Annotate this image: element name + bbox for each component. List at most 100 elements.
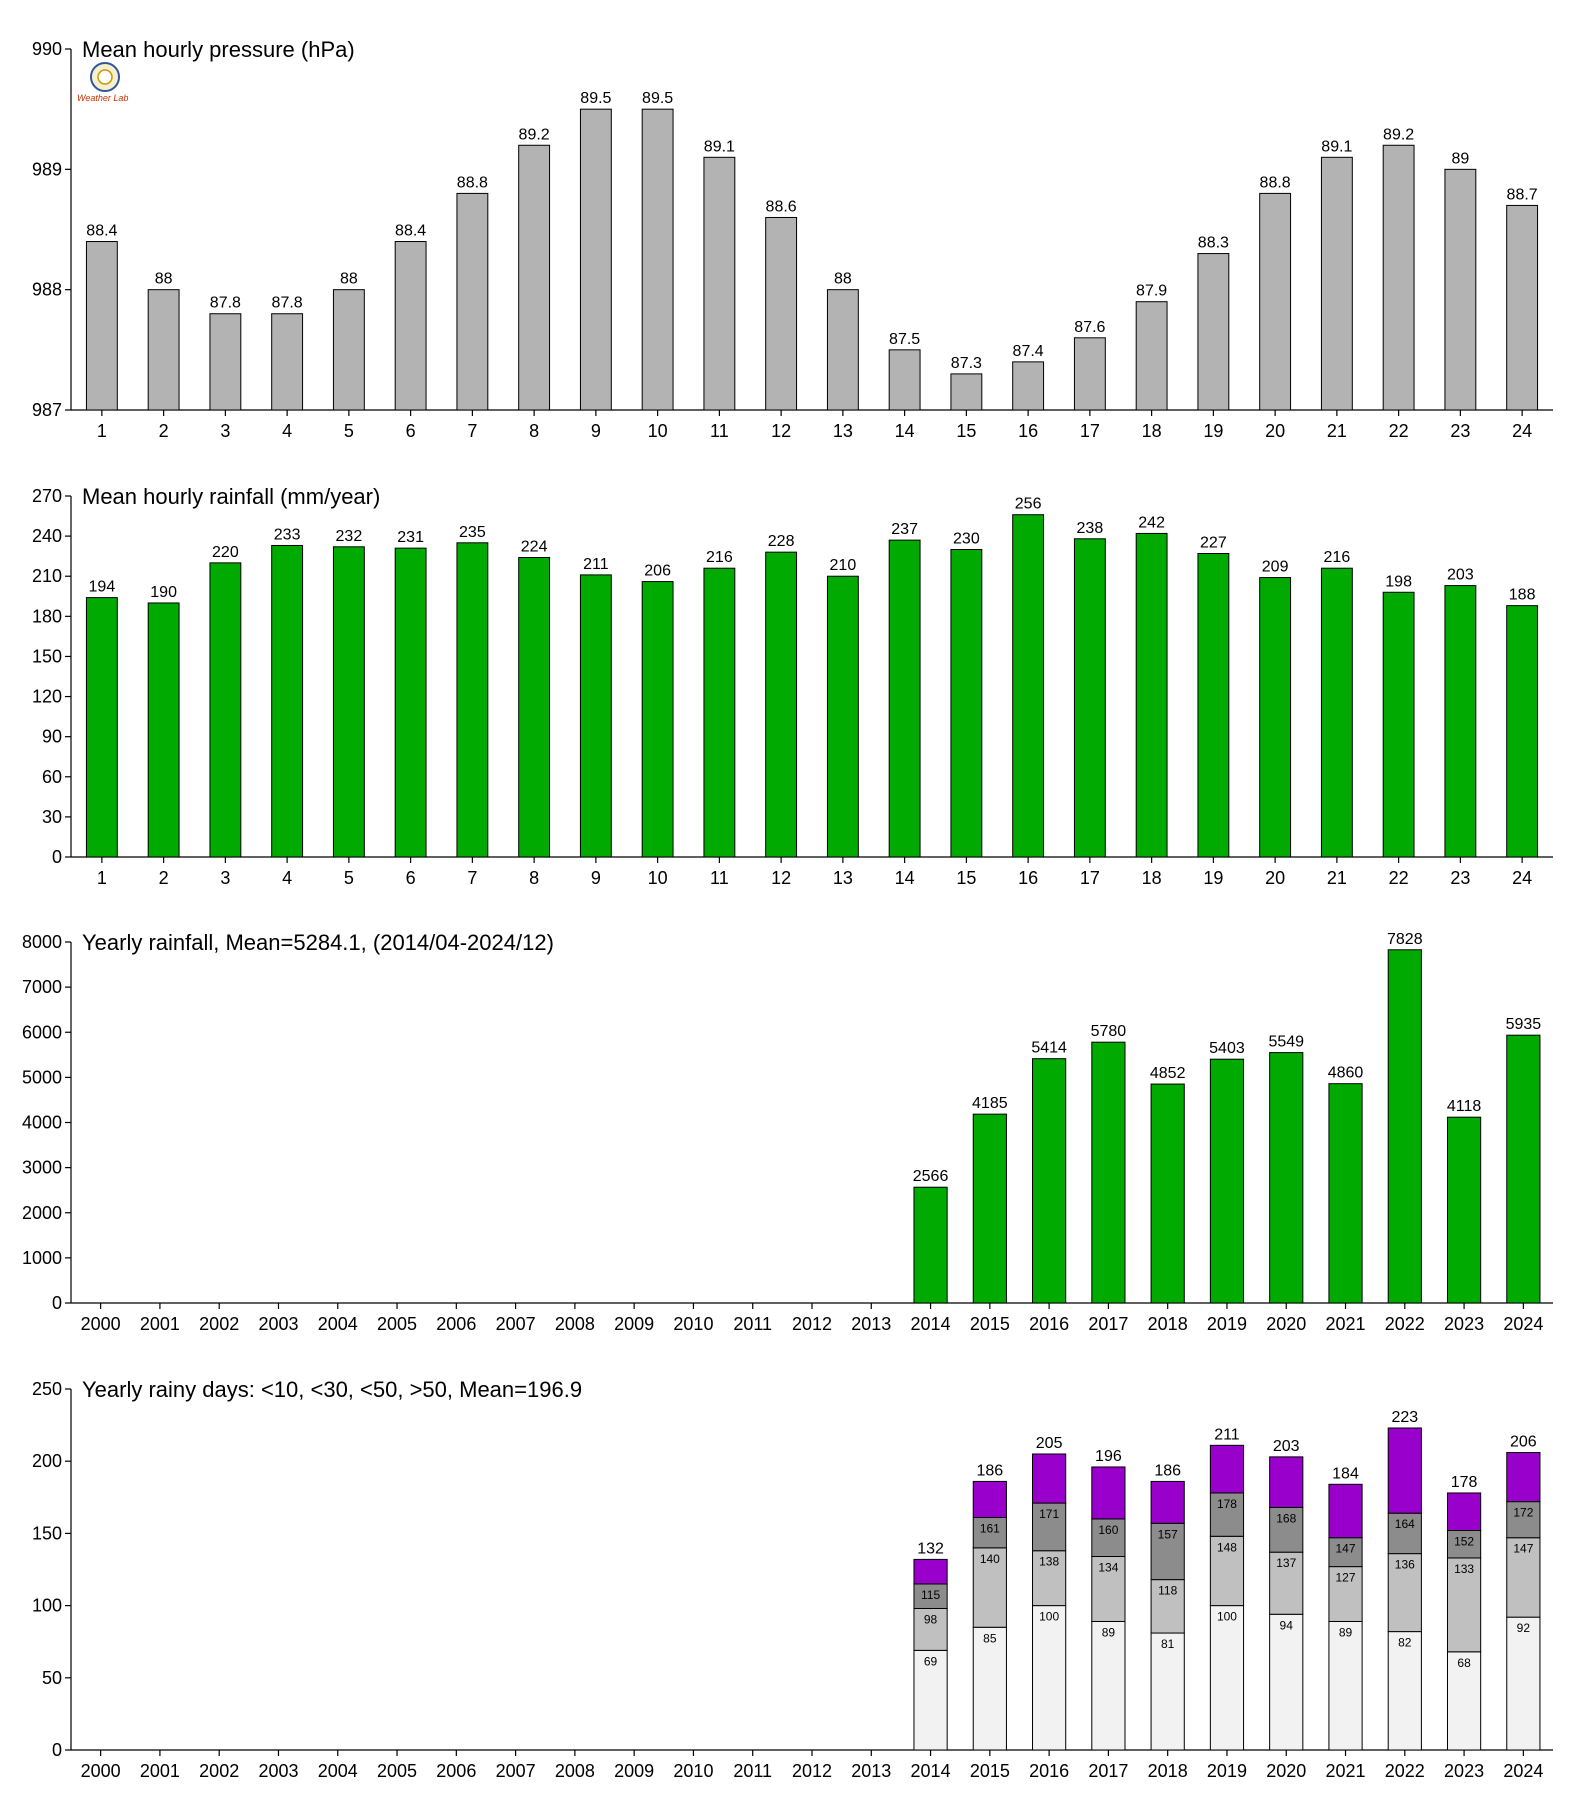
x-tick-label: 2010 xyxy=(673,1761,713,1781)
y-tick-label: 180 xyxy=(32,606,62,626)
bar xyxy=(1259,577,1292,858)
x-tick-label: 23 xyxy=(1450,421,1470,441)
bar-value-label: 230 xyxy=(953,530,980,547)
x-tick-label: 2007 xyxy=(496,1314,536,1334)
bar-total-label: 132 xyxy=(917,1540,944,1557)
bar xyxy=(1382,144,1415,411)
bar xyxy=(1320,567,1353,858)
segment-value-label: 115 xyxy=(921,1588,940,1602)
stacked-bar-segment xyxy=(1091,1620,1126,1751)
bar-value-label: 88.4 xyxy=(395,223,426,240)
x-tick-label: 2017 xyxy=(1088,1314,1128,1334)
y-tick-label: 989 xyxy=(32,159,62,179)
bar-value-label: 88 xyxy=(340,271,358,288)
bar-value-label: 89 xyxy=(1451,150,1469,167)
bar xyxy=(1506,1034,1541,1304)
bar-value-label: 87.8 xyxy=(210,295,241,312)
bar-value-label: 210 xyxy=(830,557,857,574)
bar xyxy=(1320,156,1353,411)
logo-text: Weather Lab xyxy=(77,93,128,103)
segment-value-label: 81 xyxy=(1161,1637,1175,1651)
y-tick-label: 200 xyxy=(32,1451,62,1471)
x-tick-label: 2023 xyxy=(1444,1314,1484,1334)
bar-value-label: 5414 xyxy=(1031,1040,1067,1057)
bar xyxy=(1091,1041,1126,1304)
bar xyxy=(950,373,983,411)
x-tick-label: 2009 xyxy=(614,1314,654,1334)
stacked-bar-segment xyxy=(1032,1502,1067,1552)
x-tick-label: 21 xyxy=(1327,868,1347,888)
bar-value-label: 4118 xyxy=(1447,1098,1482,1115)
bar-value-label: 198 xyxy=(1385,573,1412,590)
stacked-bar-segment xyxy=(1032,1605,1067,1751)
bar xyxy=(1506,204,1539,411)
x-tick-label: 2 xyxy=(159,868,169,888)
y-tick-label: 4000 xyxy=(22,1113,62,1133)
bar-total-label: 178 xyxy=(1451,1474,1478,1491)
segment-value-label: 140 xyxy=(980,1552,1000,1566)
bar-value-label: 5403 xyxy=(1209,1040,1245,1057)
x-tick-label: 2006 xyxy=(436,1761,476,1781)
x-tick-label: 2011 xyxy=(733,1761,772,1781)
x-tick-label: 18 xyxy=(1142,421,1162,441)
chart-title: Yearly rainfall, Mean=5284.1, (2014/04-2… xyxy=(82,930,554,955)
bar xyxy=(394,241,427,411)
stacked-bar-segment xyxy=(1446,1530,1482,1559)
bar-value-label: 89.1 xyxy=(1321,138,1352,155)
bar-value-label: 256 xyxy=(1015,496,1042,513)
chart-panel-3: Yearly rainfall, Mean=5284.1, (2014/04-2… xyxy=(22,930,1553,1334)
bar xyxy=(1444,585,1477,858)
segment-value-label: 160 xyxy=(1098,1523,1118,1537)
y-tick-label: 7000 xyxy=(22,977,62,997)
bar-value-label: 88.6 xyxy=(766,198,797,215)
bar-value-label: 238 xyxy=(1077,520,1104,537)
stacked-bar-segment xyxy=(1032,1550,1067,1607)
y-tick-label: 3000 xyxy=(22,1158,62,1178)
bar-value-label: 220 xyxy=(212,544,239,561)
x-tick-label: 20 xyxy=(1265,868,1285,888)
x-tick-label: 16 xyxy=(1018,868,1038,888)
bar-value-label: 242 xyxy=(1138,514,1165,531)
bar xyxy=(1012,361,1045,411)
x-tick-label: 2023 xyxy=(1444,1761,1484,1781)
bar-value-label: 89.2 xyxy=(519,126,550,143)
bar xyxy=(518,557,551,858)
y-tick-label: 0 xyxy=(52,847,62,867)
y-tick-label: 150 xyxy=(32,646,62,666)
y-tick-label: 8000 xyxy=(22,932,62,952)
x-tick-label: 19 xyxy=(1203,421,1223,441)
stacked-bar-segment xyxy=(1209,1605,1245,1751)
chart-title: Mean hourly pressure (hPa) xyxy=(82,37,355,62)
bar xyxy=(1382,591,1415,858)
bar xyxy=(209,313,242,411)
x-tick-label: 2003 xyxy=(258,1314,298,1334)
stacked-bar-segment xyxy=(1328,1483,1363,1539)
segment-value-label: 68 xyxy=(1457,1656,1471,1670)
bar-value-label: 216 xyxy=(706,549,733,566)
y-tick-label: 210 xyxy=(32,566,62,586)
bar-value-label: 5780 xyxy=(1091,1023,1127,1040)
bar-total-label: 184 xyxy=(1332,1465,1359,1482)
x-tick-label: 16 xyxy=(1018,421,1038,441)
bar-value-label: 190 xyxy=(150,584,177,601)
bar xyxy=(765,216,798,411)
x-tick-label: 2022 xyxy=(1385,1314,1425,1334)
stacked-bar-segment xyxy=(913,1583,948,1609)
bar xyxy=(1032,1058,1067,1304)
stacked-bar-segment xyxy=(1506,1452,1541,1503)
bar xyxy=(950,548,983,858)
stacked-bar-segment xyxy=(1328,1537,1363,1568)
stacked-bar-segment xyxy=(1091,1518,1126,1558)
x-tick-label: 14 xyxy=(895,868,915,888)
stacked-bar-segment xyxy=(1269,1506,1304,1553)
segment-value-label: 147 xyxy=(1336,1542,1356,1556)
bar xyxy=(85,597,118,858)
segment-value-label: 164 xyxy=(1395,1517,1415,1531)
stacked-bar-segment xyxy=(1150,1480,1185,1524)
bar xyxy=(826,575,859,858)
logo: Weather Lab xyxy=(77,62,128,103)
x-tick-label: 22 xyxy=(1389,868,1409,888)
x-tick-label: 2011 xyxy=(733,1314,772,1334)
bar xyxy=(1135,532,1168,858)
